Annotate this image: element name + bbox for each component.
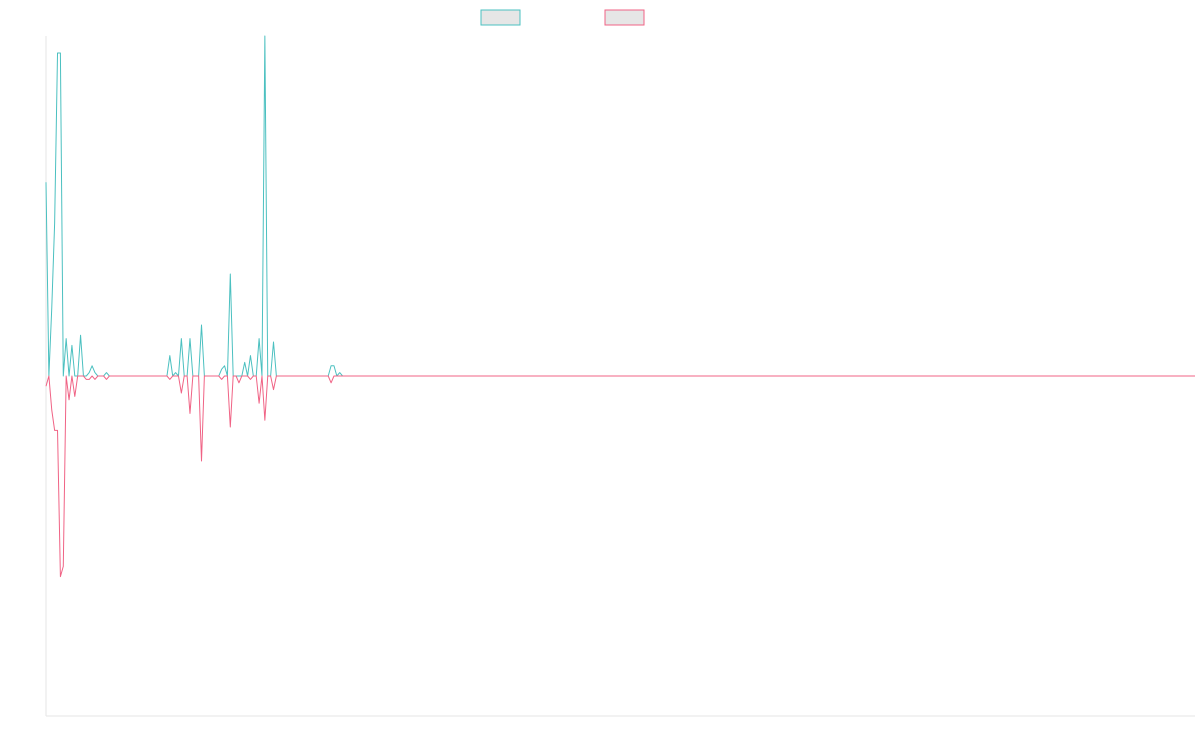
series-line-2: [45, 375, 1195, 578]
legend-swatch-series-1: [480, 9, 521, 26]
legend-swatch-series-2: [604, 9, 645, 26]
series-line-1: [45, 35, 1195, 377]
legend-item-series-2[interactable]: [604, 9, 645, 26]
legend: [480, 9, 645, 26]
legend-item-series-1[interactable]: [480, 9, 521, 26]
series-layer: [45, 35, 1195, 578]
